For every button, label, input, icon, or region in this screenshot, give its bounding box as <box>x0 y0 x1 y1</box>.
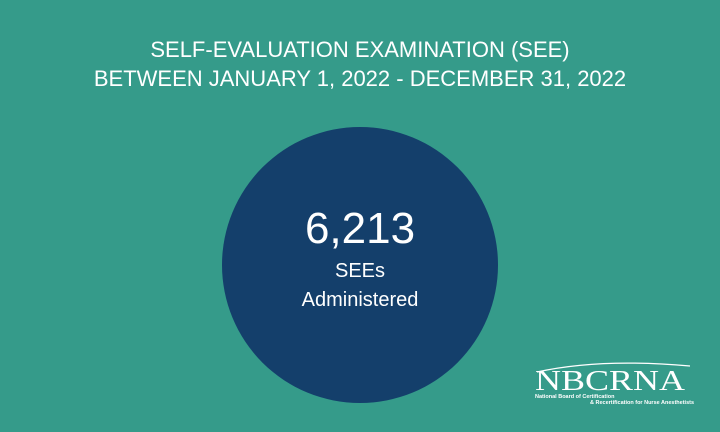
stat-label: SEEs <box>335 260 385 282</box>
logo-name: NBCRNA <box>535 366 686 397</box>
logo-tagline: & Recertification for Nurse Anesthetists <box>590 400 694 406</box>
stat-circle <box>222 127 498 403</box>
stat-label: Administered <box>302 289 419 311</box>
stat-number: 6,213 <box>305 204 415 253</box>
subtitle: BETWEEN JANUARY 1, 2022 - DECEMBER 31, 2… <box>94 66 626 91</box>
logo-swoosh <box>536 362 691 373</box>
title: SELF-EVALUATION EXAMINATION (SEE) <box>150 37 569 62</box>
logo-tagline: National Board of Certification <box>535 394 615 400</box>
